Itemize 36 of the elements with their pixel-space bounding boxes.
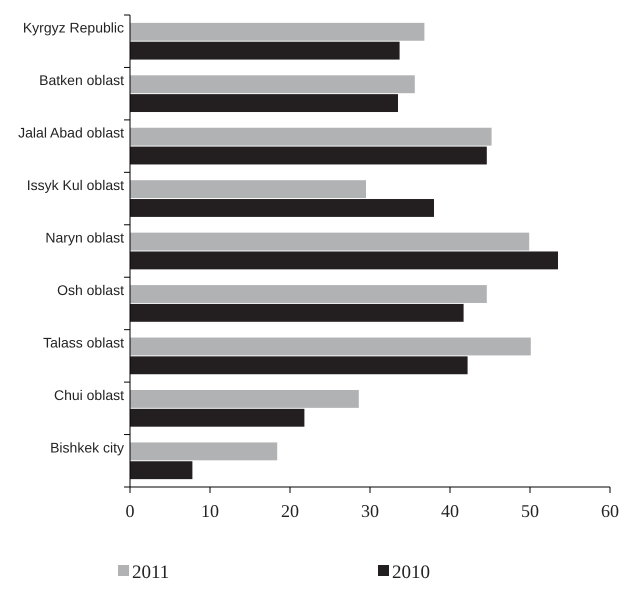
bar bbox=[130, 75, 415, 94]
y-tick-label: Talass oblast bbox=[43, 334, 124, 350]
x-tick-label: 60 bbox=[601, 501, 619, 521]
bar bbox=[130, 251, 558, 270]
bar bbox=[130, 338, 531, 356]
bar bbox=[130, 408, 304, 427]
bar bbox=[130, 461, 192, 480]
y-tick-label: Issyk Kul oblast bbox=[26, 177, 124, 194]
x-tick-label: 40 bbox=[441, 501, 459, 521]
bar bbox=[130, 199, 434, 217]
bar bbox=[130, 232, 530, 251]
bar bbox=[130, 94, 398, 112]
y-tick-label: Jalal Abad oblast bbox=[18, 124, 124, 141]
x-tick-label: 50 bbox=[521, 501, 539, 521]
y-tick-label: Chui oblast bbox=[54, 386, 124, 403]
bar bbox=[130, 285, 487, 303]
x-tick-label: 20 bbox=[281, 501, 299, 521]
bar bbox=[130, 146, 487, 164]
y-tick-label: Kyrgyz Republic bbox=[22, 20, 124, 36]
x-tick-label: 30 bbox=[361, 501, 379, 521]
bar bbox=[130, 128, 492, 146]
x-tick-label: 0 bbox=[126, 501, 134, 521]
y-tick-label: Naryn oblast bbox=[45, 229, 124, 246]
bar bbox=[130, 22, 424, 41]
y-tick-label: Osh oblast bbox=[57, 282, 124, 298]
bar bbox=[130, 442, 278, 460]
y-tick-label: Batken oblast bbox=[39, 72, 124, 88]
bar bbox=[130, 180, 366, 198]
legend-label: 2010 bbox=[392, 562, 430, 583]
x-tick-label: 10 bbox=[201, 501, 219, 521]
y-tick-label: Bishkek city bbox=[50, 439, 124, 456]
bar bbox=[130, 304, 464, 322]
bar bbox=[130, 390, 359, 408]
bar bbox=[130, 42, 400, 60]
bar bbox=[130, 356, 468, 374]
legend-label: 2011 bbox=[132, 562, 170, 583]
